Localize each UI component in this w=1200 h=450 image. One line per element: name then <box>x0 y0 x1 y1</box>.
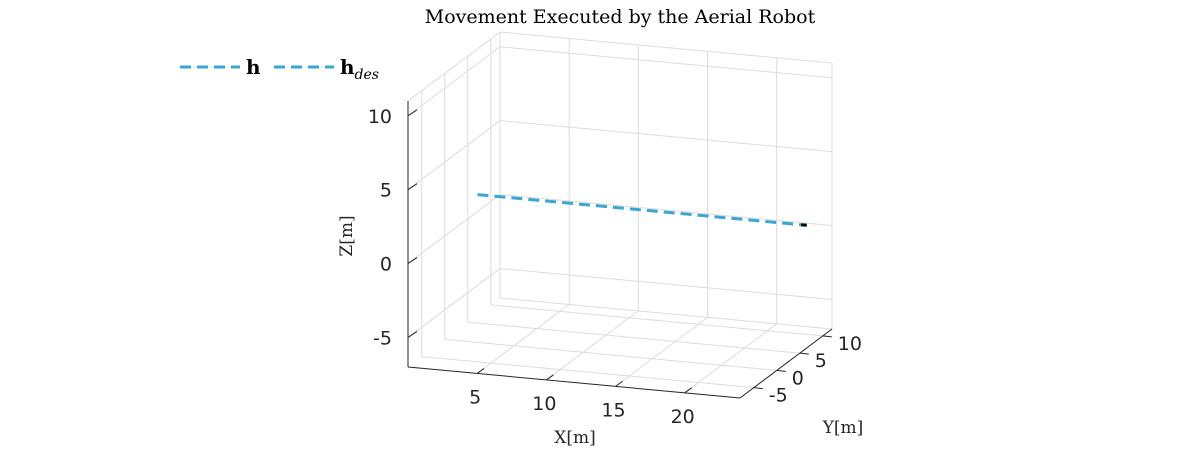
gridline-floor-y <box>421 356 754 389</box>
x-tick-label: 5 <box>469 386 481 408</box>
grid-edge <box>407 31 501 102</box>
gridline-floor-x <box>546 310 639 381</box>
legend-label: hdes <box>340 55 379 83</box>
z-axis-label: Z[m] <box>337 215 357 256</box>
z-tick-label: -5 <box>373 327 392 349</box>
grid-edge <box>499 297 833 330</box>
y-tick-label: 10 <box>838 333 862 355</box>
y-tick <box>776 369 786 372</box>
series-line-h-des <box>477 193 807 227</box>
y-tick-label: 5 <box>815 350 827 372</box>
z-tick <box>407 109 418 117</box>
x-tick <box>546 374 554 381</box>
z-tick <box>407 257 418 264</box>
x-tick <box>684 387 692 394</box>
y-tick <box>822 335 832 338</box>
grid-layer <box>407 31 833 399</box>
legend-label: h <box>246 55 261 79</box>
x-axis-label: X[m] <box>554 428 596 448</box>
gridline-back-z <box>499 267 833 300</box>
y-tick <box>799 352 809 355</box>
series-line-h <box>801 223 807 227</box>
x-tick-label: 15 <box>601 399 625 421</box>
x-axis-line <box>407 366 741 399</box>
gridline-back-z <box>499 46 833 79</box>
series-layer <box>477 193 807 227</box>
gridline-left-z <box>407 268 501 338</box>
y-axis-label: Y[m] <box>822 418 864 438</box>
gridline-back-z <box>499 120 833 153</box>
x-tick-label: 20 <box>671 406 695 428</box>
z-tick-label: 0 <box>380 254 392 276</box>
x-tick-label: 10 <box>532 393 556 415</box>
gridline-left-z <box>407 194 501 264</box>
y-axis-line <box>739 328 833 399</box>
gridline-left-z <box>407 46 501 117</box>
x-tick <box>476 368 485 374</box>
z-tick-label: 5 <box>380 180 392 202</box>
legend-label-subscript: des <box>355 67 379 83</box>
z-tick-label: 10 <box>368 106 392 128</box>
gridline-floor-x <box>476 304 570 374</box>
legend: h hdes <box>180 55 379 83</box>
y-tick-label: -5 <box>769 385 788 407</box>
x-tick <box>615 380 623 387</box>
y-tick-label: 0 <box>792 367 804 389</box>
gridline-back-z <box>499 194 833 227</box>
gridline-floor-x <box>684 323 777 394</box>
gridline-floor-y <box>490 304 823 337</box>
gridline-left-z <box>407 120 501 191</box>
y-tick <box>753 387 763 390</box>
gridline-floor-x <box>615 316 708 387</box>
gridline-floor-y <box>467 321 800 354</box>
grid-edge <box>499 31 833 64</box>
z-tick <box>407 331 418 338</box>
gridline-floor-y <box>444 338 777 371</box>
chart-title: Movement Executed by the Aerial Robot <box>425 6 816 28</box>
z-tick <box>407 183 418 191</box>
